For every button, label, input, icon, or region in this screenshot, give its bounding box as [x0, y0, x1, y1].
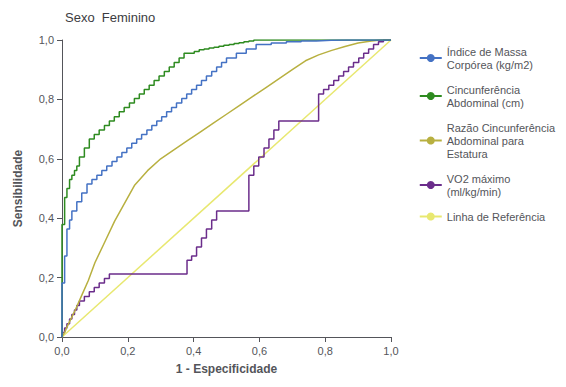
- svg-text:VO2 máximo: VO2 máximo: [447, 173, 511, 185]
- svg-text:0,8: 0,8: [39, 93, 54, 105]
- svg-text:0,6: 0,6: [252, 345, 267, 357]
- svg-text:Sensibilidade: Sensibilidade: [11, 149, 25, 227]
- svg-text:Abdominal para: Abdominal para: [447, 135, 525, 147]
- svg-text:0,2: 0,2: [120, 345, 135, 357]
- svg-text:1 - Especificidade: 1 - Especificidade: [176, 362, 278, 376]
- svg-text:0,2: 0,2: [39, 272, 54, 284]
- svg-text:1,0: 1,0: [383, 345, 398, 357]
- svg-text:Cincunferência: Cincunferência: [447, 84, 521, 96]
- svg-text:0,8: 0,8: [318, 345, 333, 357]
- svg-text:Linha de Referência: Linha de Referência: [447, 211, 546, 223]
- svg-text:0,6: 0,6: [39, 153, 54, 165]
- svg-text:0,4: 0,4: [39, 212, 54, 224]
- svg-text:Índice de Massa: Índice de Massa: [447, 46, 528, 58]
- svg-text:Abdominal (cm): Abdominal (cm): [447, 97, 524, 109]
- svg-text:Corpórea (kg/m2): Corpórea (kg/m2): [447, 59, 533, 71]
- svg-text:0,4: 0,4: [186, 345, 201, 357]
- svg-text:1,0: 1,0: [39, 34, 54, 46]
- svg-text:Sexo Feminino: Sexo Feminino: [65, 10, 155, 25]
- svg-text:Estatura: Estatura: [447, 148, 489, 160]
- svg-text:0,0: 0,0: [54, 345, 69, 357]
- svg-text:Razão Cincunferência: Razão Cincunferência: [447, 122, 556, 134]
- svg-text:(ml/kg/min): (ml/kg/min): [447, 186, 501, 198]
- svg-text:0,0: 0,0: [39, 331, 54, 343]
